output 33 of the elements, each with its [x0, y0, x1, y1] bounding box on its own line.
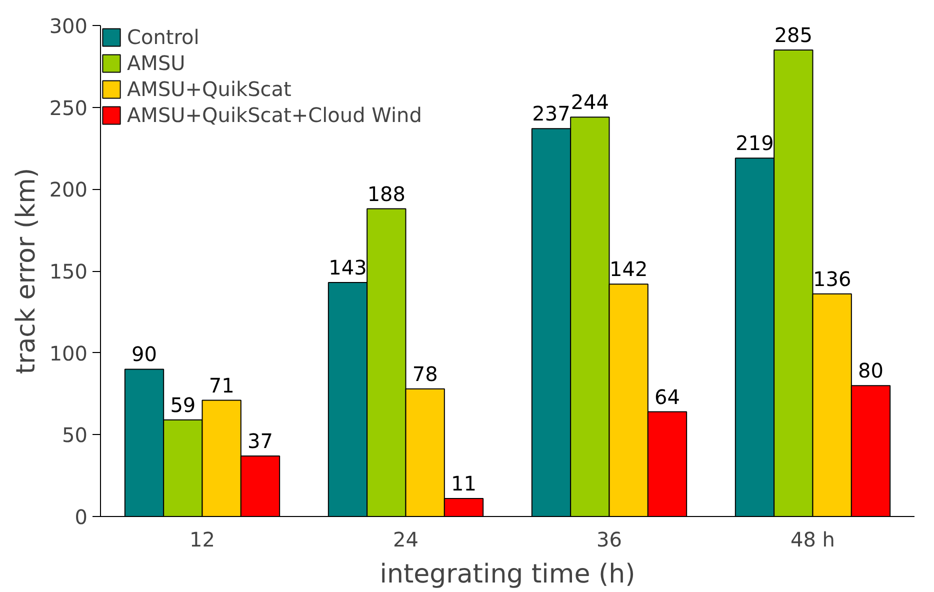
x-axis-title: integrating time (h)	[380, 560, 636, 590]
data-label: 219	[736, 131, 774, 156]
data-label: 142	[609, 257, 648, 282]
legend-label: AMSU+QuikScat	[127, 77, 292, 101]
y-tick-label: 250	[49, 96, 88, 120]
data-label: 78	[412, 362, 438, 386]
y-tick-label: 100	[49, 341, 88, 366]
y-axis-title: track error (km)	[11, 168, 42, 374]
data-label: 136	[812, 266, 852, 291]
data-label: 37	[248, 428, 273, 453]
data-label: 80	[858, 358, 884, 383]
data-label: 237	[532, 102, 570, 126]
data-label: 59	[170, 392, 196, 417]
y-tick-label: 200	[49, 178, 88, 202]
x-tick-label: 12	[190, 528, 215, 552]
x-tick-label: 24	[393, 528, 418, 552]
data-label: 90	[132, 342, 157, 366]
data-label: 11	[451, 471, 476, 496]
legend-label: AMSU	[127, 51, 186, 75]
data-label: 285	[774, 23, 813, 48]
legend-label: Control	[127, 25, 200, 49]
y-tick-label: 150	[49, 260, 88, 284]
data-label: 244	[570, 90, 610, 114]
data-label: 64	[654, 384, 680, 409]
y-tick-label: 300	[49, 14, 88, 38]
data-label: 71	[208, 373, 234, 398]
data-label: 188	[367, 182, 406, 206]
data-label: 143	[328, 255, 367, 280]
y-tick-label: 0	[74, 505, 88, 529]
legend-label: AMSU+QuikScat+Cloud Wind	[127, 103, 422, 127]
x-tick-label: 48 h	[790, 528, 835, 552]
y-tick-label: 50	[62, 423, 88, 448]
x-tick-label: 36	[596, 528, 622, 552]
